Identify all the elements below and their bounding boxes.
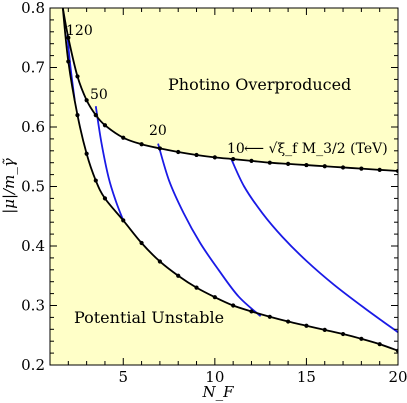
tick-marks	[50, 7, 399, 366]
y-tick-label: 0.8	[21, 0, 45, 17]
lower-boundary-point	[66, 59, 71, 64]
lower-boundary-point	[176, 273, 181, 278]
x-tick-label: 10	[205, 368, 224, 386]
lower-boundary-point	[157, 259, 162, 264]
lower-boundary-point	[322, 327, 327, 332]
lower-boundary-point	[231, 303, 236, 308]
region-label-lower: Potential Unstable	[74, 308, 224, 327]
tick-labels: 5 10 15 20 0.2 0.3 0.4 0.5 0.6 0.7 0.8	[21, 0, 407, 386]
y-tick-label: 0.4	[21, 237, 45, 255]
x-axis-title: N_F	[201, 383, 234, 401]
upper-boundary-point	[139, 142, 144, 147]
lower-boundary-point	[286, 319, 291, 324]
upper-boundary-point	[322, 164, 327, 169]
lower-boundary-point	[359, 336, 364, 341]
lower-boundary-line	[61, 8, 398, 352]
upper-boundary-point	[157, 146, 162, 151]
boundary-dots	[66, 35, 398, 353]
y-axis-title: |μ|/m_γ̃	[0, 158, 18, 214]
y-tick-label: 0.5	[21, 178, 45, 196]
upper-boundary-point	[249, 158, 254, 164]
region-label-upper: Photino Overproduced	[168, 75, 351, 94]
lower-boundary-point	[75, 113, 80, 118]
lower-boundary-point	[377, 342, 382, 347]
y-tick-label: 0.2	[21, 356, 45, 374]
upper-boundary-point	[75, 74, 80, 79]
allowed-region	[62, 8, 398, 351]
upper-boundary-point	[304, 162, 309, 168]
upper-boundary-point	[359, 166, 364, 171]
x-tick-label: 20	[388, 368, 407, 386]
y-tick-label: 0.6	[21, 118, 45, 136]
lower-boundary-point	[84, 151, 89, 156]
curve-label-20: 20	[149, 123, 167, 139]
lower-boundary-point	[194, 285, 199, 290]
upper-boundary-point	[340, 165, 346, 170]
lower-boundary-point	[93, 178, 98, 183]
upper-boundary-point	[286, 161, 291, 166]
curve-label-120: 120	[66, 23, 93, 39]
upper-boundary-point	[176, 149, 181, 155]
upper-boundary-point	[93, 113, 98, 118]
upper-boundary-point	[267, 160, 272, 165]
contour-line-20	[157, 143, 262, 317]
lower-boundary-point	[139, 240, 144, 246]
upper-boundary-point	[395, 168, 398, 174]
curve-label-arrow-expression: ⟵ √ξ_f M_3/2 (TeV)	[244, 141, 388, 157]
upper-boundary-line	[61, 8, 398, 172]
lower-boundary-point	[267, 314, 272, 319]
curve-label-50: 50	[90, 87, 108, 103]
x-tick-label: 5	[118, 368, 128, 386]
boundary-group	[61, 8, 398, 352]
upper-boundary-point	[84, 98, 89, 103]
upper-boundary-point	[377, 167, 382, 172]
x-tick-label: 15	[297, 368, 316, 386]
upper-boundary-point	[66, 35, 71, 40]
lower-boundary-point	[304, 323, 309, 328]
lower-boundary-point	[121, 218, 126, 223]
y-tick-label: 0.3	[21, 297, 45, 315]
upper-boundary-point	[212, 155, 217, 160]
lower-boundary-point	[249, 309, 254, 314]
upper-boundary-point	[121, 135, 126, 140]
lower-boundary-point	[102, 196, 108, 201]
lower-boundary-point	[395, 348, 398, 353]
upper-boundary-point	[231, 157, 236, 162]
y-tick-label: 0.7	[21, 59, 45, 77]
lower-boundary-point	[212, 295, 217, 300]
lower-boundary-point	[340, 331, 346, 337]
curve-label-10: 10	[227, 141, 245, 157]
upper-boundary-point	[102, 123, 108, 128]
contour-line-10	[230, 158, 398, 333]
contour-line-50	[94, 106, 125, 221]
upper-boundary-point	[194, 152, 199, 158]
